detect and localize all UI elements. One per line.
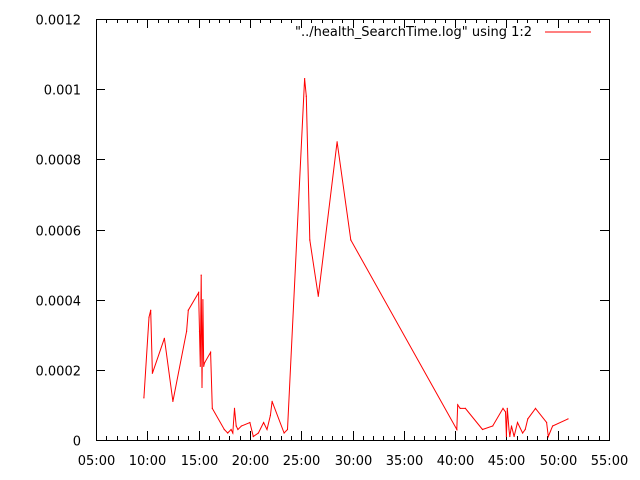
data-point (459, 407, 461, 409)
data-point (223, 428, 225, 431)
data-point (309, 239, 311, 241)
data-point (492, 425, 494, 427)
data-point (198, 292, 200, 294)
data-point (198, 330, 201, 332)
data-point (457, 404, 459, 406)
data-point (286, 428, 289, 431)
data-point (200, 274, 202, 276)
data-point (269, 414, 271, 416)
x-tick-label: 25:00 (283, 454, 320, 469)
legend-label: "../health_SearchTime.log" using 1:2 (295, 25, 532, 40)
legend: "../health_SearchTime.log" using 1:2 (295, 25, 591, 40)
data-point (199, 365, 201, 367)
data-point (148, 316, 150, 318)
data-point (249, 421, 251, 424)
data-point (233, 407, 236, 409)
x-tick-label: 05:00 (78, 454, 115, 469)
data-point (232, 432, 234, 434)
x-tick-label: 10:00 (129, 454, 166, 469)
data-point (227, 432, 229, 434)
data-point (252, 435, 254, 438)
data-point (505, 435, 507, 438)
data-point (509, 435, 511, 438)
data-point (456, 428, 458, 431)
y-tick-label: 0.0002 (36, 365, 82, 380)
data-point (304, 78, 306, 80)
data-point (508, 428, 510, 431)
data-point (263, 421, 265, 424)
x-tick-label: 55:00 (591, 454, 628, 469)
data-point (201, 386, 203, 388)
data-point (151, 372, 153, 374)
data-point (163, 337, 165, 339)
data-point (187, 309, 189, 311)
data-point (516, 421, 519, 424)
y-tick-label: 0.0012 (36, 14, 82, 29)
data-point (552, 425, 554, 427)
data-point (510, 425, 513, 427)
series-layer (143, 78, 569, 439)
data-point (464, 407, 466, 409)
series-line (143, 78, 569, 439)
plot-frame (96, 19, 610, 441)
data-point (524, 428, 526, 431)
data-point (237, 428, 239, 431)
data-point (203, 365, 205, 367)
y-tick-label: 0.0004 (36, 295, 82, 310)
data-point (506, 407, 508, 409)
data-point (257, 432, 259, 434)
data-point (546, 421, 548, 424)
data-point (504, 411, 507, 413)
data-point (210, 351, 212, 353)
data-point (172, 400, 174, 402)
data-point (547, 435, 549, 438)
y-tick-label: 0.001 (44, 84, 81, 99)
y-tick-label: 0.0008 (36, 154, 82, 169)
x-tick-label: 15:00 (181, 454, 218, 469)
data-point (186, 330, 188, 332)
x-tick-label: 40:00 (437, 454, 474, 469)
data-point (143, 397, 145, 399)
data-point (350, 239, 352, 241)
data-point (522, 432, 524, 434)
y-tick-label: 0 (73, 435, 81, 450)
x-tick-label: 20:00 (232, 454, 269, 469)
data-point (481, 428, 484, 431)
data-point (240, 425, 242, 427)
data-point (211, 407, 213, 409)
x-axis: 05:00 10:00 15:00 20:00 25:00 30:00 35:00 40:00… (78, 19, 628, 469)
data-point (150, 309, 152, 311)
y-axis: 0 0.0002 0.0004 0.0006 0.0008 0.001 0.0012 (36, 14, 609, 450)
data-point (513, 435, 515, 438)
data-point (336, 141, 338, 143)
data-point (527, 418, 529, 420)
data-point (204, 362, 206, 364)
data-point (235, 425, 237, 427)
data-point (502, 407, 504, 409)
data-point (271, 400, 273, 402)
data-point (202, 299, 204, 301)
y-tick-label: 0.0006 (36, 225, 82, 240)
x-tick-label: 35:00 (386, 454, 423, 469)
data-point (534, 407, 537, 409)
x-tick-label: 45:00 (488, 454, 525, 469)
x-tick-label: 30:00 (335, 454, 372, 469)
data-point (567, 418, 569, 420)
data-point (266, 428, 268, 431)
data-point (230, 428, 232, 431)
x-tick-label: 50:00 (540, 454, 577, 469)
data-point (283, 432, 285, 434)
data-point (317, 295, 319, 297)
data-point (305, 95, 307, 97)
